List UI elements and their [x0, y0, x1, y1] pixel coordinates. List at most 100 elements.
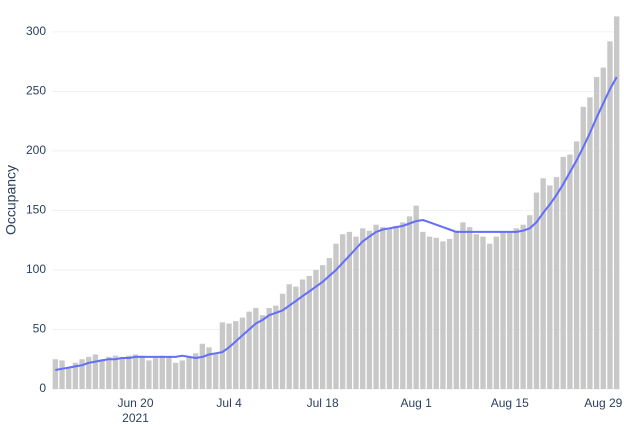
- bar: [553, 177, 560, 389]
- bar: [460, 222, 466, 389]
- bar: [400, 222, 406, 389]
- bar: [72, 362, 79, 389]
- bar: [239, 317, 246, 389]
- bar: [259, 315, 266, 389]
- bar: [106, 356, 112, 389]
- bar: [233, 321, 239, 389]
- y-tick-label: 0: [39, 381, 46, 395]
- y-tick-label: 250: [26, 84, 46, 98]
- x-tick-label: Aug 29: [584, 396, 622, 410]
- bar: [593, 77, 600, 389]
- bar: [273, 305, 279, 389]
- bar: [159, 355, 165, 389]
- bar: [346, 231, 353, 389]
- bar: [493, 236, 500, 389]
- bar: [59, 360, 65, 389]
- bar: [613, 16, 620, 390]
- bar: [166, 356, 172, 389]
- bar: [473, 234, 480, 389]
- bar: [406, 216, 413, 389]
- bar: [66, 367, 72, 389]
- bar: [373, 224, 379, 389]
- bar: [600, 67, 606, 390]
- bar: [380, 227, 386, 389]
- bar: [306, 275, 312, 389]
- bar: [219, 322, 226, 389]
- bar: [179, 360, 185, 389]
- x-tick-label: Aug 15: [491, 396, 529, 410]
- y-axis-title: Occupancy: [3, 165, 19, 235]
- bar: [213, 353, 219, 389]
- bar: [146, 360, 152, 389]
- bar: [112, 355, 119, 389]
- bar: [92, 354, 99, 389]
- bar: [340, 234, 346, 389]
- bar: [226, 323, 232, 389]
- bar: [99, 359, 105, 389]
- bar: [360, 228, 366, 389]
- bar: [480, 236, 486, 389]
- x-tick-label: Aug 1: [401, 396, 433, 410]
- bar: [279, 293, 286, 389]
- bar: [547, 185, 553, 389]
- bar: [466, 227, 473, 389]
- y-tick-label: 100: [26, 262, 46, 276]
- bar: [527, 215, 533, 389]
- bar: [333, 243, 339, 389]
- line: [55, 76, 618, 371]
- bar: [126, 355, 132, 389]
- bar: [319, 265, 326, 389]
- x-year-label: 2021: [122, 411, 149, 425]
- bar: [533, 192, 540, 389]
- bar: [453, 230, 459, 389]
- bar: [172, 362, 179, 389]
- bar: [540, 178, 546, 389]
- bar: [286, 284, 292, 389]
- y-tick-label: 50: [33, 322, 47, 336]
- y-tick-label: 300: [26, 24, 46, 38]
- bar: [313, 269, 319, 389]
- bar: [266, 308, 272, 389]
- bar: [433, 237, 439, 389]
- bar: [79, 359, 85, 389]
- bar: [573, 141, 580, 389]
- bar: [420, 231, 426, 389]
- bar: [413, 205, 419, 389]
- bar: [507, 231, 513, 389]
- bar: [293, 286, 299, 389]
- bar: [440, 241, 446, 389]
- bar: [132, 354, 139, 389]
- bar: [560, 156, 566, 389]
- bar: [520, 224, 526, 389]
- bar: [139, 355, 145, 389]
- bar: [86, 356, 92, 389]
- x-tick-label: Jul 4: [216, 396, 242, 410]
- bar: [253, 308, 259, 389]
- bar: [152, 358, 159, 389]
- x-tick-label: Jun 20: [118, 396, 154, 410]
- bar: [580, 106, 586, 389]
- bar: [52, 359, 59, 389]
- bar: [192, 353, 199, 389]
- bar: [199, 343, 206, 389]
- bar: [299, 279, 306, 389]
- bar: [513, 228, 520, 389]
- bar: [326, 258, 332, 389]
- bar: [119, 356, 125, 389]
- bar: [206, 347, 212, 389]
- bar: [353, 236, 359, 389]
- bar: [366, 230, 373, 389]
- y-tick-label: 200: [26, 143, 46, 157]
- bar: [393, 225, 399, 389]
- bar: [500, 231, 506, 389]
- bar: [446, 239, 453, 389]
- y-tick-label: 150: [26, 203, 46, 217]
- bar: [426, 236, 433, 389]
- x-tick-label: Jul 18: [307, 396, 339, 410]
- bar: [567, 154, 573, 389]
- bar: [587, 97, 593, 389]
- bar: [246, 311, 252, 389]
- bar: [386, 228, 393, 389]
- bar: [607, 41, 613, 389]
